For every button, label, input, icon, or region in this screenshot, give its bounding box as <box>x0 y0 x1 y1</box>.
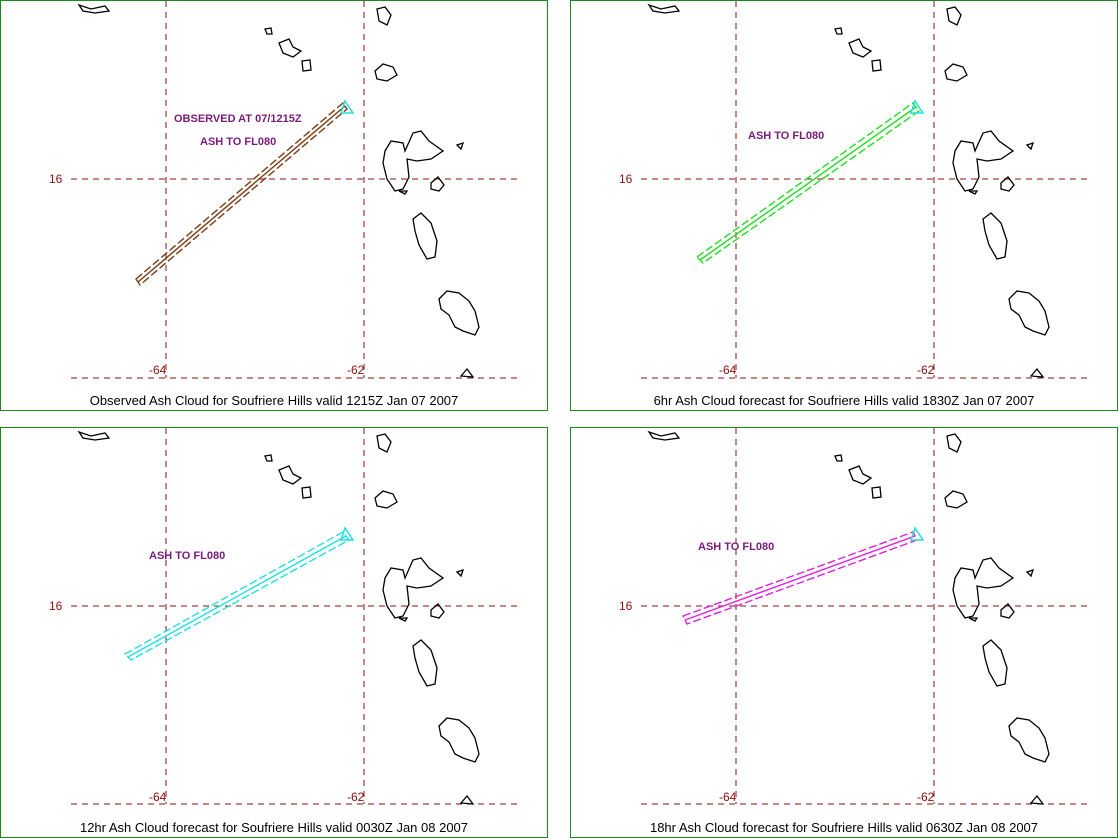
islands <box>647 3 1050 378</box>
volcano-icon <box>909 99 925 114</box>
ash-level-label: ASH TO FL080 <box>149 550 225 562</box>
ash-level-label: ASH TO FL080 <box>200 136 276 148</box>
map-12hr: 16 -64 -62 ASH TO FL080 <box>49 428 519 805</box>
panel-18hr: 16 -64 -62 ASH TO FL080 18hr Ash Cloud f… <box>570 427 1118 838</box>
lon-label-62: -62 <box>347 790 365 804</box>
panel-caption: 6hr Ash Cloud forecast for Soufriere Hil… <box>653 393 1035 408</box>
lon-label-64: -64 <box>149 363 167 377</box>
lat-label-16: 16 <box>49 172 63 186</box>
lon-label-62: -62 <box>917 790 935 804</box>
panel-12hr: 16 -64 -62 ASH TO FL080 12hr Ash Cloud f… <box>0 427 548 838</box>
map-observed: 16 -64 -62 OBSERVED AT 07/1215Z ASH TO F… <box>49 1 519 379</box>
map-6hr: 16 -64 -62 ASH TO FL080 <box>619 1 1089 379</box>
islands <box>647 430 1050 805</box>
ash-cloud-band <box>135 101 348 287</box>
lon-label-64: -64 <box>719 363 737 377</box>
panel-observed: 16 -64 -62 OBSERVED AT 07/1215Z ASH TO F… <box>0 0 548 411</box>
volcano-icon <box>909 526 925 541</box>
grid-lines <box>71 1 519 379</box>
lon-label-64: -64 <box>149 790 167 804</box>
lon-label-62: -62 <box>347 363 365 377</box>
grid-lines <box>641 428 1089 805</box>
grid-lines <box>641 1 1089 379</box>
volcano-icon <box>339 99 355 114</box>
lon-label-62: -62 <box>917 363 935 377</box>
panel-caption: 18hr Ash Cloud forecast for Soufriere Hi… <box>649 820 1039 835</box>
lat-label-16: 16 <box>619 172 633 186</box>
ash-cloud-band <box>695 102 920 264</box>
lat-label-16: 16 <box>49 599 63 613</box>
islands <box>77 3 480 378</box>
panel-caption: Observed Ash Cloud for Soufriere Hills v… <box>89 393 459 408</box>
observed-label: OBSERVED AT 07/1215Z <box>174 113 302 125</box>
lon-label-64: -64 <box>719 790 737 804</box>
lat-label-16: 16 <box>619 599 633 613</box>
panel-caption: 12hr Ash Cloud forecast for Soufriere Hi… <box>79 820 469 835</box>
islands <box>77 430 480 805</box>
map-18hr: 16 -64 -62 ASH TO FL080 <box>619 428 1089 805</box>
ash-level-label: ASH TO FL080 <box>748 130 824 142</box>
volcano-icon <box>339 526 355 541</box>
grid-lines <box>71 428 519 805</box>
ash-level-label: ASH TO FL080 <box>698 541 774 553</box>
panel-6hr: 16 -64 -62 ASH TO FL080 6hr Ash Cloud fo… <box>570 0 1118 411</box>
